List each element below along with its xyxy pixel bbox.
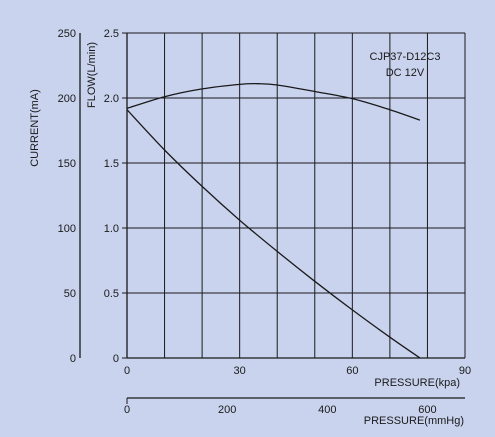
current-curve bbox=[126, 82, 421, 121]
flow-tick-label: 1.5 bbox=[104, 158, 119, 170]
flow-curve bbox=[126, 109, 421, 359]
plot-background bbox=[127, 33, 465, 358]
pressure-mmhg-tick-label: 200 bbox=[218, 404, 236, 416]
flow-axis-title: FLOW(L/min) bbox=[86, 42, 98, 108]
pressure-mmhg-axis-title: PRESSURE(mmHg) bbox=[364, 415, 464, 427]
data-curves bbox=[126, 82, 421, 359]
tick-labels: 0 0.5 1.0 1.5 2.0 2.5 0 50 100 150 200 250 0 30 60 90 0 2… bbox=[58, 28, 471, 416]
pressure-mmhg-tick-label: 400 bbox=[318, 404, 336, 416]
flow-tick-label: 2.0 bbox=[104, 93, 119, 105]
flow-tick-label: 2.5 bbox=[104, 28, 119, 40]
pressure-kpa-tick-label: 60 bbox=[346, 365, 358, 377]
axes bbox=[79, 32, 465, 404]
current-tick-label: 250 bbox=[58, 28, 76, 40]
flow-tick-label: 0.5 bbox=[104, 288, 119, 300]
voltage-annotation: DC 12V bbox=[386, 67, 425, 79]
pressure-kpa-tick-label: 30 bbox=[234, 365, 246, 377]
current-tick-label: 200 bbox=[58, 93, 76, 105]
pressure-mmhg-tick-label: 600 bbox=[418, 404, 436, 416]
grid-lines bbox=[127, 32, 466, 358]
pressure-kpa-tick-label: 0 bbox=[124, 365, 130, 377]
pressure-kpa-axis-title: PRESSURE(kpa) bbox=[374, 377, 460, 389]
pressure-kpa-tick-label: 90 bbox=[459, 365, 471, 377]
current-tick-label: 0 bbox=[70, 353, 76, 365]
flow-tick-label: 1.0 bbox=[104, 223, 119, 235]
current-axis-title: CURRENT(mA) bbox=[29, 89, 41, 167]
flow-tick-label: 0 bbox=[113, 353, 119, 365]
pressure-mmhg-tick-label: 0 bbox=[124, 404, 130, 416]
current-tick-label: 50 bbox=[64, 288, 76, 300]
current-tick-label: 150 bbox=[58, 158, 76, 170]
model-annotation: CJP37-D12C3 bbox=[370, 51, 441, 63]
current-tick-label: 100 bbox=[58, 223, 76, 235]
